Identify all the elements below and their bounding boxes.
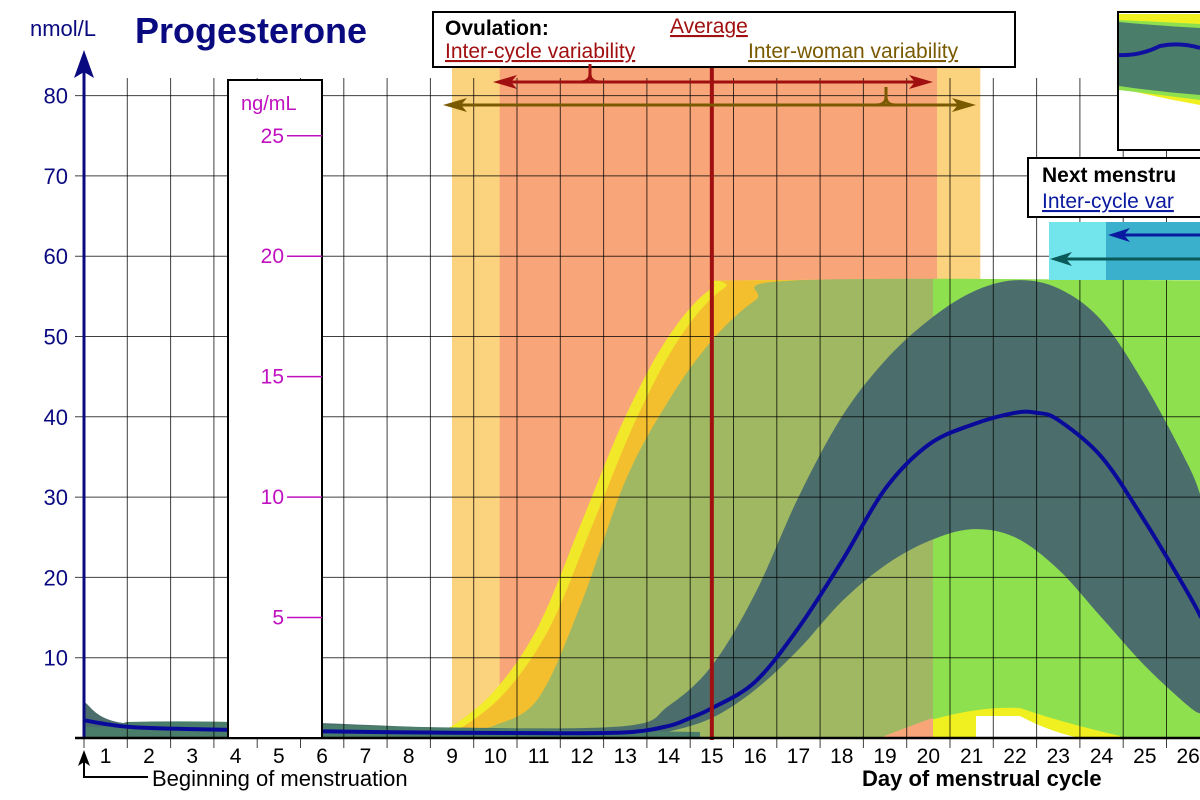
x-tick-label: 23: [1047, 745, 1070, 768]
menstruation-start-label: Beginning of menstruation: [152, 766, 408, 791]
x-tick-label: 10: [484, 745, 507, 768]
x-tick-label: 9: [446, 745, 458, 768]
x-tick-label: 6: [316, 745, 328, 768]
x-tick-label: 16: [743, 745, 766, 768]
inset-mean-line: [1118, 42, 1200, 58]
x-tick-label: 15: [700, 745, 723, 768]
x-tick-label: 5: [273, 745, 285, 768]
arrow-left-icon: [1050, 252, 1072, 266]
next-menstruation-heading: Next menstru: [1042, 164, 1176, 187]
inset-dark-band: [1119, 22, 1200, 95]
x-tick-label: 8: [403, 745, 415, 768]
ovulation-heading: Ovulation:: [445, 17, 549, 40]
y-tick-label: 50: [44, 325, 68, 350]
mean-progesterone-line: [83, 409, 1200, 736]
y-axis-arrow-icon: [74, 50, 94, 78]
x-tick-label: 24: [1090, 745, 1114, 768]
x-tick-label: 11: [528, 745, 550, 768]
y-tick-labels: 10 20 30 40 50 60 70 80: [44, 84, 68, 671]
x-tick-label: 20: [917, 745, 940, 768]
y-tick-label: 10: [44, 646, 68, 671]
white-lower-gap: [976, 716, 1080, 738]
x-tick-label: 3: [186, 745, 198, 768]
ovulation-box: [432, 11, 1016, 68]
x-tick-label: 17: [787, 745, 810, 768]
arrow-left-icon: [1108, 228, 1130, 242]
next-menstruation-box: [1027, 157, 1200, 218]
ovulation-average-label: Average: [670, 15, 748, 38]
y-tick-label: 20: [44, 565, 68, 590]
x-tick-label: 13: [614, 745, 637, 768]
menstruation-start-arrow-icon: [78, 750, 90, 766]
x-tick-label: 1: [100, 745, 112, 768]
y-tick-label: 70: [44, 164, 68, 189]
arrow-right-icon: [952, 98, 976, 112]
x-tick-labels: 1 2 3 4 5 6 7 8 9 10 11 12 13 14 15 16 17 18 19 20 21 22 23 24 2…: [100, 745, 1200, 768]
inter-cycle-label: Inter-cycle variability: [445, 40, 636, 63]
next-menstruation-inter-cycle-label: Inter-cycle var: [1042, 190, 1174, 213]
menstruation-start-pointer: [83, 760, 148, 778]
ng-tick-label: 5: [272, 607, 284, 630]
x-tick-label: 25: [1133, 745, 1156, 768]
y-axis-label: nmol/L: [30, 16, 96, 41]
x-tick-label: 22: [1003, 745, 1026, 768]
ng-tick-label: 25: [261, 125, 284, 148]
x-tick-label: 2: [143, 745, 155, 768]
next-menstruation-dark-zone: [1106, 222, 1200, 280]
x-tick-label: 19: [873, 745, 896, 768]
arrow-left-icon: [443, 98, 467, 112]
x-tick-label: 12: [570, 745, 593, 768]
brace: [875, 87, 897, 107]
y-tick-label: 40: [44, 405, 68, 430]
standard-deviation-band: [84, 280, 1200, 739]
x-axis-label: Day of menstrual cycle: [862, 766, 1102, 791]
arrow-left-icon: [493, 75, 517, 89]
inter-woman-label: Inter-woman variability: [748, 40, 959, 63]
chart-title: Progesterone: [135, 10, 367, 51]
ng-tick-label: 10: [261, 486, 284, 509]
arrow-right-icon: [909, 75, 933, 89]
x-tick-label: 7: [360, 745, 372, 768]
x-tick-label: 18: [830, 745, 853, 768]
x-tick-label: 21: [960, 745, 983, 768]
brace: [579, 64, 601, 84]
y-tick-label: 60: [44, 244, 68, 269]
x-tick-label: 14: [657, 745, 681, 768]
ng-tick-labels: 25 20 15 10 5: [261, 125, 322, 630]
series-marks: [83, 36, 1200, 740]
ng-scale-box: [227, 79, 323, 739]
y-tick-label: 30: [44, 485, 68, 510]
x-tick-label: 26: [1176, 745, 1199, 768]
ng-scale-label: ng/mL: [241, 93, 297, 115]
y-tick-label: 80: [44, 84, 68, 109]
ng-tick-label: 15: [261, 366, 284, 389]
range-areas: [84, 278, 1200, 739]
ng-tick-label: 20: [261, 245, 284, 268]
x-tick-label: 4: [230, 745, 242, 768]
ovulation-arrows: [443, 64, 976, 112]
